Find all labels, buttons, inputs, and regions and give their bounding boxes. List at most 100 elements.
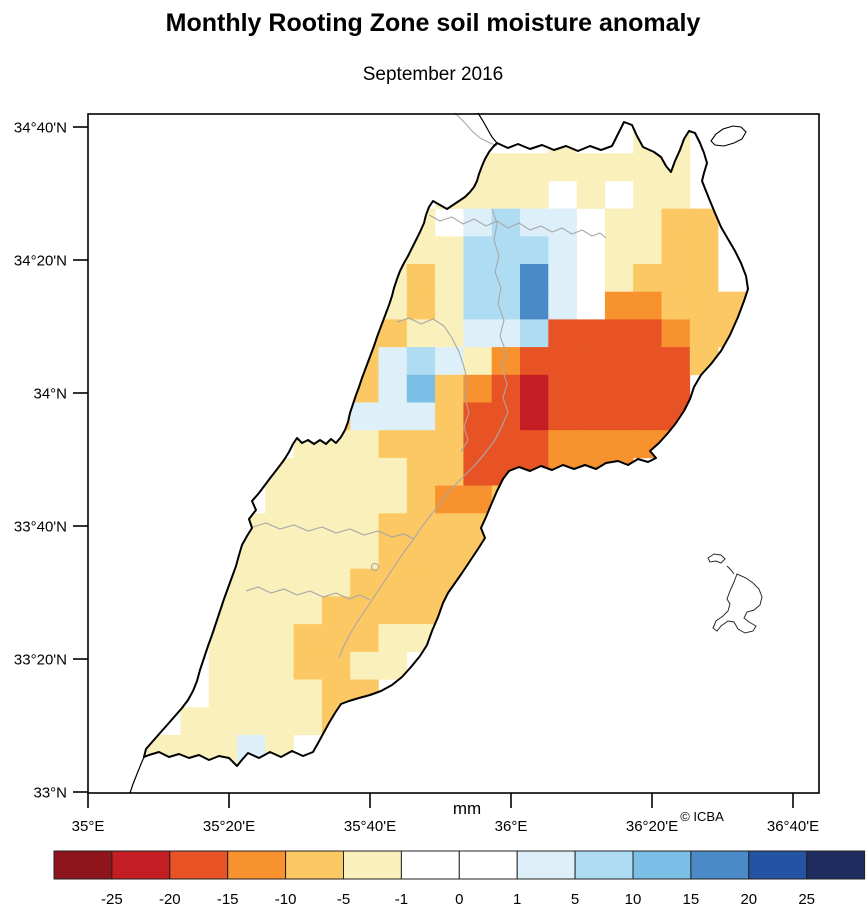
grid-cell [576, 374, 606, 403]
grid-cell [350, 430, 379, 459]
grid-cell [350, 457, 379, 486]
grid-cell [463, 208, 492, 237]
grid-cell [463, 291, 492, 320]
grid-cell [378, 624, 408, 653]
colorbar: -25 -20 -15 -10 -5 -1 0 1 5 10 15 20 25 [53, 850, 866, 907]
grid-cell [520, 402, 549, 431]
map-frame [87, 113, 820, 794]
grid-cell [293, 707, 323, 736]
grid-cell [435, 485, 464, 514]
grid-cell [604, 319, 634, 348]
grid-cell [491, 457, 521, 486]
grid-cell [661, 291, 691, 320]
grid-cell [576, 402, 606, 431]
lat-tick-label: 34°20'N [14, 253, 67, 270]
grid-cell [350, 513, 379, 542]
grid-cell [661, 125, 691, 154]
grid-cell [491, 236, 521, 265]
lon-tick-label: 35°20'E [203, 818, 255, 835]
grid-cell [265, 651, 294, 680]
latitude-axis: 34°40'N 34°20'N 34°N 33°40'N 33°20'N 33°N [14, 120, 88, 802]
grid-cell [378, 319, 408, 348]
grid-cell [265, 457, 294, 486]
grid-cell [144, 734, 153, 763]
grid-cell [689, 236, 719, 265]
colorbar-segment [111, 850, 171, 880]
grid-cell [548, 319, 577, 348]
grid-cell [520, 291, 549, 320]
grid-cell [576, 319, 606, 348]
grid-cell [661, 319, 691, 348]
colorbar-segment [343, 850, 402, 880]
colorbar-segment [53, 850, 113, 880]
grid-cell [265, 485, 294, 514]
grid-cell [435, 374, 464, 403]
grid-cell [718, 319, 747, 348]
grid-cell [604, 430, 634, 459]
grid-cell [293, 485, 323, 514]
grid-cell [406, 208, 436, 237]
grid-cell [406, 541, 436, 569]
grid-cell [237, 568, 266, 597]
grid-cell [463, 264, 492, 292]
grid-cell [491, 180, 521, 209]
grid-cell [321, 651, 351, 680]
grid-cell [378, 347, 408, 376]
grid-cell [633, 402, 662, 431]
grid-cell [604, 402, 634, 431]
grid-cell [293, 651, 323, 680]
grid-cell [661, 264, 691, 292]
grid-cell [293, 568, 323, 597]
colorbar-tick-label: 15 [683, 891, 700, 907]
lebanon-border [143, 121, 749, 767]
grid-cell [576, 180, 606, 209]
grid-cell [321, 513, 351, 542]
colorbar-tick-label: -25 [101, 891, 123, 907]
grid-cell [237, 596, 266, 625]
grid-cell [406, 457, 436, 486]
grid-cell [548, 291, 577, 320]
grid-cell [463, 347, 492, 376]
grid-cell [350, 402, 379, 431]
grid-cell [350, 624, 379, 653]
grid-cell [491, 485, 521, 514]
grid-cell [435, 541, 464, 569]
grid-cell [435, 457, 464, 486]
grid-cell [378, 374, 408, 403]
grid-cell [265, 624, 294, 653]
lat-tick-label: 34°N [33, 386, 67, 403]
colorbar-segment [806, 850, 866, 880]
grid-cell [378, 430, 408, 459]
grid-cell [378, 236, 408, 265]
grid-cell [548, 236, 577, 265]
grid-cell [321, 624, 351, 653]
colorbar-segment [516, 850, 576, 880]
colorbar-tick-label: 1 [513, 891, 521, 907]
lake-outline [707, 553, 763, 634]
grid-cell [180, 707, 209, 736]
grid-cell [689, 208, 719, 237]
grid-cell [576, 153, 606, 182]
grid-cell [520, 208, 549, 237]
grid-cell [435, 347, 464, 376]
grid-cell [548, 457, 577, 486]
grid-cell [208, 707, 238, 736]
grid-cell [633, 208, 662, 237]
grid-cell [293, 374, 323, 403]
lat-tick-label: 34°40'N [14, 120, 67, 137]
grid-cell [548, 374, 577, 403]
grid-cell [435, 513, 464, 542]
grid-cell [265, 596, 294, 625]
grid-cell [265, 734, 294, 763]
colorbar-segment [458, 850, 518, 880]
grid-cell [548, 430, 577, 459]
colorbar-tick-label: -5 [337, 891, 350, 907]
lat-tick-label: 33°N [33, 785, 67, 802]
grid-cell [208, 624, 238, 653]
grid-cell [406, 596, 436, 625]
admin-boundaries [245, 112, 607, 659]
grid-cell [548, 347, 577, 376]
grid-cell [321, 347, 351, 376]
attribution: © ICBA [680, 809, 724, 824]
lon-tick-label: 35°E [72, 818, 105, 835]
